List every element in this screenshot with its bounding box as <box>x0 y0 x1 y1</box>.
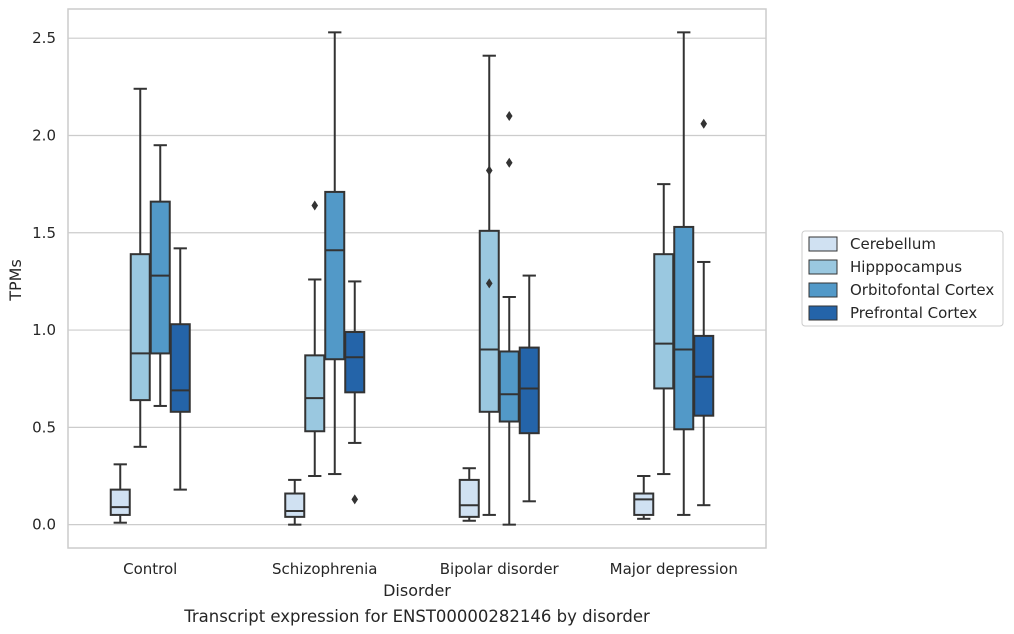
outlier-point <box>485 165 493 176</box>
x-tick-label: Major depression <box>610 560 738 578</box>
x-tick-label: Bipolar disorder <box>440 560 560 578</box>
legend-label: Orbitofontal Cortex <box>850 281 994 299</box>
y-tick-label: 0.5 <box>32 418 56 436</box>
outlier-point <box>700 118 708 129</box>
box-orbitofontal-cortex <box>673 31 695 516</box>
iqr-box <box>653 253 675 390</box>
x-tick-label: Schizophrenia <box>272 560 377 578</box>
box-hipppocampus <box>478 54 500 516</box>
y-tick-label: 0.0 <box>32 516 56 534</box>
iqr-box <box>498 350 520 423</box>
box-cerebellum <box>284 478 306 526</box>
iqr-box <box>304 354 326 433</box>
iqr-box <box>284 492 306 518</box>
box-prefrontal-cortex <box>169 247 191 491</box>
y-tick-label: 2.0 <box>32 126 56 144</box>
x-tick-labels: Control Schizophrenia Bipolar disorder Majo… <box>123 560 738 578</box>
iqr-box <box>129 253 151 402</box>
y-tick-label: 1.0 <box>32 321 56 339</box>
legend-swatch <box>808 305 838 321</box>
legend-swatch <box>808 282 838 298</box>
iqr-box <box>458 478 480 518</box>
legend-label: Hipppocampus <box>850 258 962 276</box>
x-axis-label: Disorder <box>383 581 451 600</box>
iqr-box <box>344 331 366 394</box>
box-prefrontal-cortex <box>693 118 715 507</box>
y-axis-label: TPMs <box>6 259 25 302</box>
iqr-box <box>109 488 131 516</box>
outlier-point <box>505 111 513 122</box>
iqr-box <box>478 229 500 413</box>
box-hipppocampus <box>653 183 675 476</box>
box-prefrontal-cortex <box>344 280 366 505</box>
y-tick-labels: 0.0 0.5 1.0 1.5 2.0 2.5 <box>32 29 56 533</box>
iqr-box <box>518 346 540 435</box>
iqr-box <box>324 190 346 361</box>
x-tick-label: Control <box>123 560 177 578</box>
box-orbitofontal-cortex <box>498 111 520 526</box>
y-tick-label: 2.5 <box>32 29 56 47</box>
box-cerebellum <box>109 463 131 524</box>
box-prefrontal-cortex <box>518 274 540 503</box>
plot-frame <box>67 8 767 549</box>
legend-swatch <box>808 259 838 275</box>
iqr-box <box>169 323 191 413</box>
box-orbitofontal-cortex <box>324 31 346 476</box>
iqr-box <box>633 492 655 516</box>
box-cerebellum <box>633 475 655 520</box>
outlier-point <box>311 200 319 211</box>
outlier-point <box>505 157 513 168</box>
outlier-point <box>351 494 359 505</box>
y-tick-label: 1.5 <box>32 224 56 242</box>
legend-swatch <box>808 236 838 252</box>
legend-label: Prefrontal Cortex <box>850 304 977 322</box>
legend-label: Cerebellum <box>850 235 936 253</box>
chart-caption: Transcript expression for ENST0000028214… <box>183 607 650 626</box>
legend-frame <box>801 230 1004 327</box>
legend: Cerebellum Hipppocampus Orbitofontal Corte… <box>801 230 1004 327</box>
box-hipppocampus <box>304 200 326 478</box>
iqr-box <box>673 225 695 431</box>
box-orbitofontal-cortex <box>149 144 171 407</box>
outlier-point <box>485 278 493 289</box>
box-cerebellum <box>458 467 480 522</box>
iqr-box <box>149 200 171 355</box>
box-groups <box>109 31 715 526</box>
box-hipppocampus <box>129 87 151 448</box>
